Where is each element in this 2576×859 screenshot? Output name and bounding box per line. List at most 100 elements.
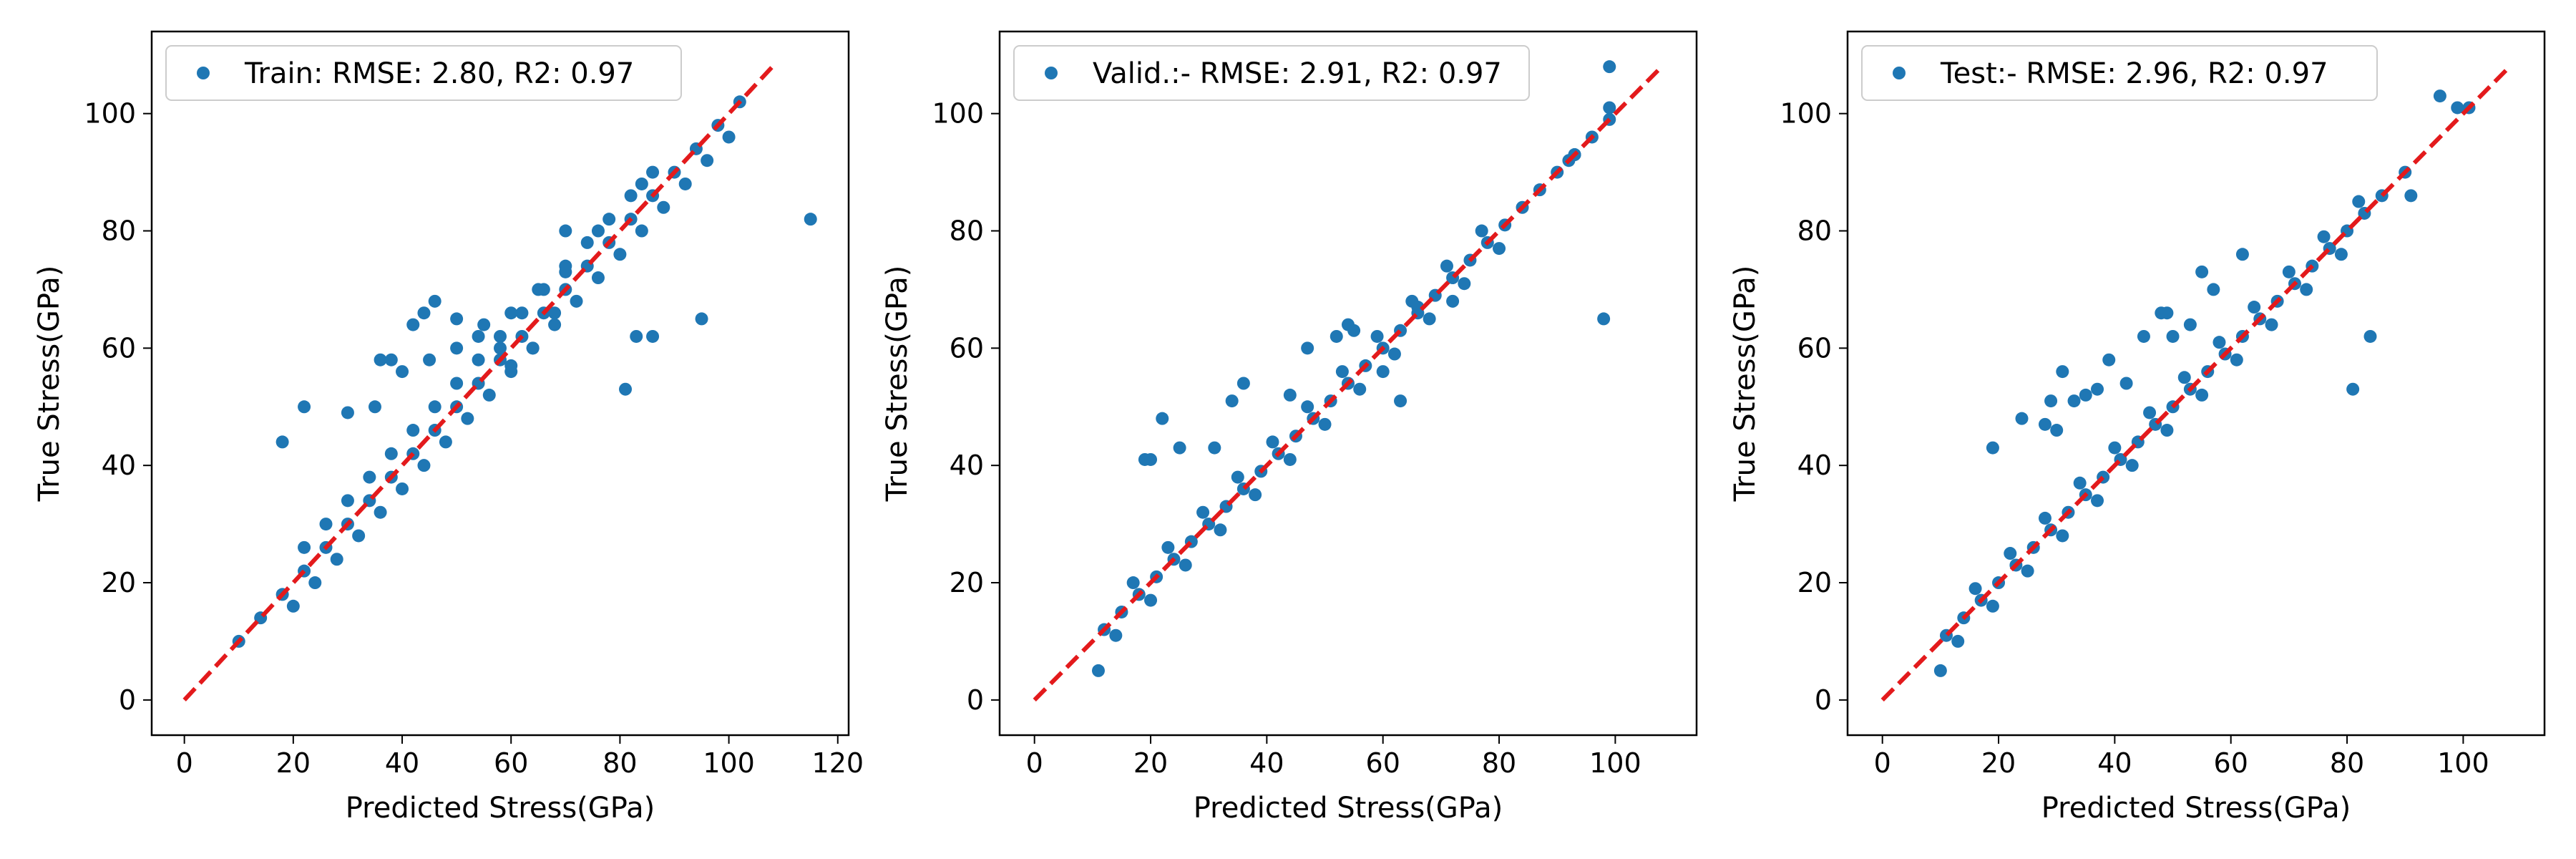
y-tick-label: 0: [967, 684, 984, 716]
data-point: [482, 388, 496, 402]
data-point: [2079, 388, 2092, 402]
data-point: [635, 177, 648, 190]
y-tick-label: 60: [1797, 332, 1832, 364]
legend: Train: RMSE: 2.80, R2: 0.97: [165, 45, 682, 101]
data-point: [472, 353, 485, 367]
data-point: [461, 412, 474, 425]
legend-marker: [197, 67, 210, 79]
data-point: [630, 329, 643, 343]
legend-label: Test:- RMSE: 2.96, R2: 0.97: [1940, 57, 2328, 90]
data-point: [2404, 189, 2418, 203]
data-point: [678, 177, 692, 190]
data-point: [559, 265, 572, 278]
data-point: [1347, 324, 1361, 337]
data-point: [1225, 394, 1239, 408]
data-point: [2108, 441, 2122, 455]
data-point: [570, 294, 583, 308]
data-point: [406, 318, 420, 331]
data-point: [613, 248, 627, 261]
data-point: [494, 341, 507, 355]
data-point: [1208, 441, 1221, 455]
data-point: [352, 529, 366, 543]
data-point: [2166, 329, 2180, 343]
data-point: [384, 353, 398, 367]
data-point: [1353, 382, 1367, 396]
data-point: [428, 294, 441, 308]
data-point: [1394, 394, 1407, 408]
legend-marker: [1045, 67, 1058, 79]
data-point: [2091, 382, 2104, 396]
data-point: [1231, 470, 1244, 484]
data-point: [602, 213, 616, 226]
data-point: [1475, 224, 1488, 238]
data-point: [423, 353, 436, 367]
data-point: [1283, 388, 1297, 402]
scatter-points: [1933, 89, 2476, 677]
data-point: [1493, 242, 1506, 256]
data-point: [2091, 494, 2104, 508]
x-tick-label: 0: [1026, 747, 1043, 779]
data-point: [526, 341, 540, 355]
data-point: [477, 318, 491, 331]
legend-label: Train: RMSE: 2.80, R2: 0.97: [244, 57, 634, 90]
data-point: [1370, 329, 1384, 343]
data-point: [635, 224, 648, 238]
axes-frame: [150, 30, 850, 737]
data-point: [2044, 394, 2058, 408]
legend-box: [1013, 45, 1530, 101]
y-tick-label: 20: [1797, 567, 1832, 598]
data-point: [2160, 424, 2174, 437]
data-point: [275, 435, 289, 449]
x-tick-label: 20: [276, 747, 311, 779]
data-point: [2143, 406, 2157, 419]
data-point: [532, 283, 545, 296]
y-axis-label: True Stress(GPa): [1729, 266, 1762, 503]
x-tick-label: 60: [1366, 747, 1400, 779]
x-axis-label: Predicted Stress(GPa): [2041, 792, 2351, 825]
axes-frame: [998, 30, 1698, 737]
data-point: [2334, 248, 2348, 261]
data-point: [1301, 400, 1314, 414]
data-point: [1458, 277, 1471, 291]
data-point: [417, 306, 431, 320]
data-point: [2248, 301, 2261, 314]
data-point: [368, 400, 381, 414]
data-point: [504, 306, 518, 320]
data-point: [2183, 318, 2197, 331]
data-point: [1091, 664, 1105, 677]
data-point: [2038, 417, 2051, 431]
data-point: [396, 482, 409, 495]
data-point: [646, 329, 660, 343]
data-point: [1126, 576, 1140, 590]
data-point: [2300, 283, 2313, 296]
reference-line: [1880, 65, 2512, 702]
data-point: [2207, 283, 2220, 296]
y-tick-label: 20: [102, 567, 136, 598]
data-point: [2021, 564, 2034, 578]
data-point: [2137, 329, 2150, 343]
scatter-points: [1091, 60, 1616, 677]
scatter-points: [232, 95, 817, 648]
data-point: [2073, 476, 2087, 490]
data-point: [2067, 394, 2081, 408]
x-tick-label: 100: [703, 747, 755, 779]
data-point: [722, 130, 736, 144]
data-point: [2195, 265, 2209, 278]
data-point: [1161, 540, 1175, 554]
data-point: [548, 318, 562, 331]
data-point: [450, 312, 464, 326]
data-point: [439, 435, 452, 449]
x-tick-label: 100: [1589, 747, 1641, 779]
legend-box: [165, 45, 682, 101]
data-point: [286, 599, 300, 613]
y-tick-label: 0: [1815, 684, 1832, 716]
x-tick-label: 60: [2214, 747, 2248, 779]
x-axis-label: Predicted Stress(GPa): [1194, 792, 1503, 825]
data-point: [417, 459, 431, 472]
data-point: [1440, 259, 1453, 273]
data-point: [1986, 441, 1999, 455]
data-point: [2195, 388, 2209, 402]
x-tick-label: 40: [1249, 747, 1284, 779]
data-point: [2451, 101, 2464, 115]
y-tick-label: 40: [1797, 450, 1832, 481]
